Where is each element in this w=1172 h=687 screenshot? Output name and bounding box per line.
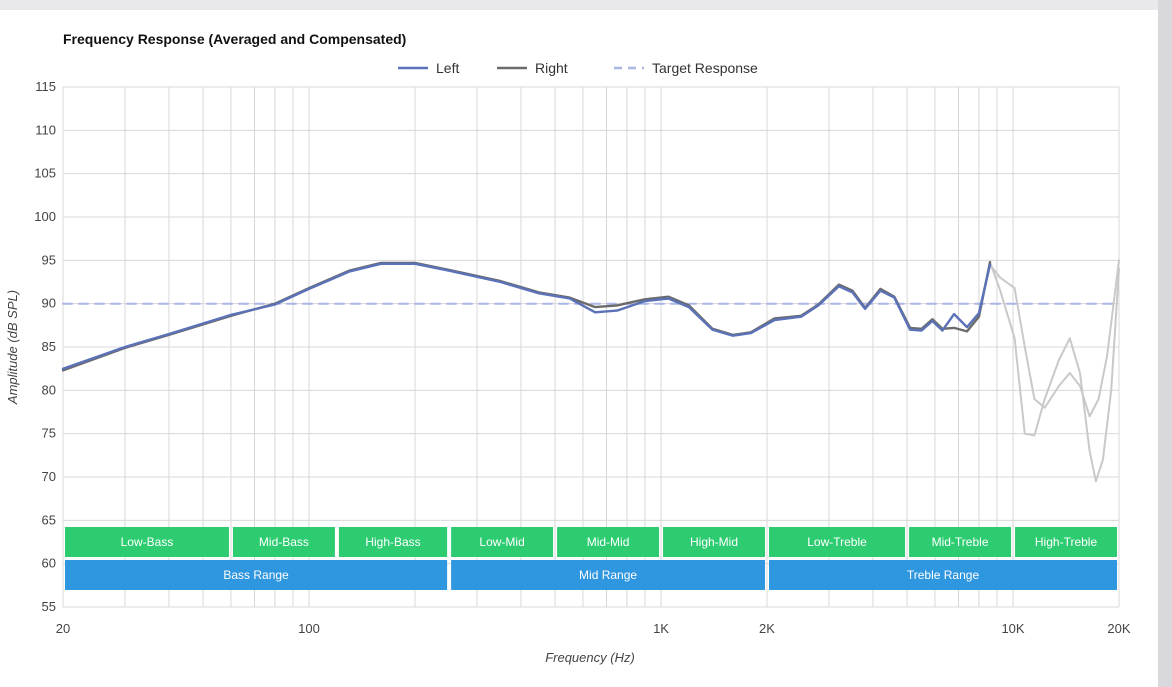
x-tick-label: 1K — [653, 621, 669, 636]
y-axis-label: Amplitude (dB SPL) — [5, 290, 20, 405]
upper-band — [557, 527, 660, 557]
y-tick-label: 90 — [42, 296, 56, 311]
axes: Frequency (Hz) Amplitude (dB SPL) — [5, 290, 635, 665]
frequency-bands: Low-Bass Mid-Bass High-Bass Low-Mid Mid-Mid H… — [65, 527, 1117, 590]
x-tick-label: 2K — [759, 621, 775, 636]
x-tick-label: 20 — [56, 621, 70, 636]
upper-band-label: Low-Bass — [121, 535, 174, 549]
upper-band — [65, 527, 229, 557]
upper-band — [451, 527, 554, 557]
upper-band — [909, 527, 1012, 557]
upper-band — [1015, 527, 1117, 557]
y-tick-label: 105 — [34, 166, 56, 181]
y-tick-label: 110 — [35, 122, 56, 137]
upper-band-label: Low-Mid — [479, 535, 524, 549]
lower-band — [769, 560, 1117, 590]
faded-left-line — [989, 259, 1120, 418]
y-tick-label: 100 — [34, 209, 56, 224]
lower-band-label: Mid Range — [579, 568, 637, 582]
series-lines — [61, 259, 1120, 483]
window-edge — [1158, 0, 1172, 687]
x-tick-label: 100 — [298, 621, 320, 636]
upper-band-label: High-Mid — [690, 535, 738, 549]
legend-label-target-response: Target Response — [652, 60, 758, 76]
upper-band-label: Low-Treble — [807, 535, 867, 549]
lower-band-label: Bass Range — [223, 568, 289, 582]
legend-label-right: Right — [535, 60, 568, 76]
y-tick-label: 95 — [42, 252, 56, 267]
upper-band-label: High-Bass — [365, 535, 420, 549]
legend: Left Right Target Response — [398, 60, 758, 76]
right-line — [61, 260, 992, 372]
x-tick-label: 20K — [1107, 621, 1130, 636]
legend-label-left: Left — [436, 60, 459, 76]
y-tick-label: 115 — [35, 79, 56, 94]
y-tick-label: 55 — [42, 599, 56, 614]
y-tick-label: 70 — [42, 469, 56, 484]
upper-band-label: Mid-Bass — [259, 535, 309, 549]
upper-band-label: Mid-Treble — [932, 535, 989, 549]
lower-band — [65, 560, 448, 590]
upper-band — [769, 527, 906, 557]
y-tick-label: 85 — [42, 339, 56, 354]
faded-right-line — [989, 261, 1120, 483]
left-line — [61, 262, 992, 370]
x-axis-label: Frequency (Hz) — [545, 650, 635, 665]
lower-band-label: Treble Range — [907, 568, 980, 582]
upper-band — [663, 527, 765, 557]
upper-band — [232, 527, 335, 557]
y-tick-label: 80 — [42, 382, 56, 397]
lower-band — [451, 560, 765, 590]
y-tick-label: 65 — [42, 512, 56, 527]
upper-band-label: Mid-Mid — [587, 535, 630, 549]
y-tick-label: 75 — [42, 426, 56, 441]
y-tick-label: 60 — [42, 556, 56, 571]
upper-band-label: High-Treble — [1035, 535, 1098, 549]
x-tick-label: 10K — [1001, 621, 1024, 636]
grid: 55 60 65 70 75 80 85 90 95 100 105 110 115 20 100 1K 2K 1… — [34, 79, 1131, 636]
chart-title: Frequency Response (Averaged and Compens… — [63, 31, 407, 47]
upper-band — [338, 527, 448, 557]
